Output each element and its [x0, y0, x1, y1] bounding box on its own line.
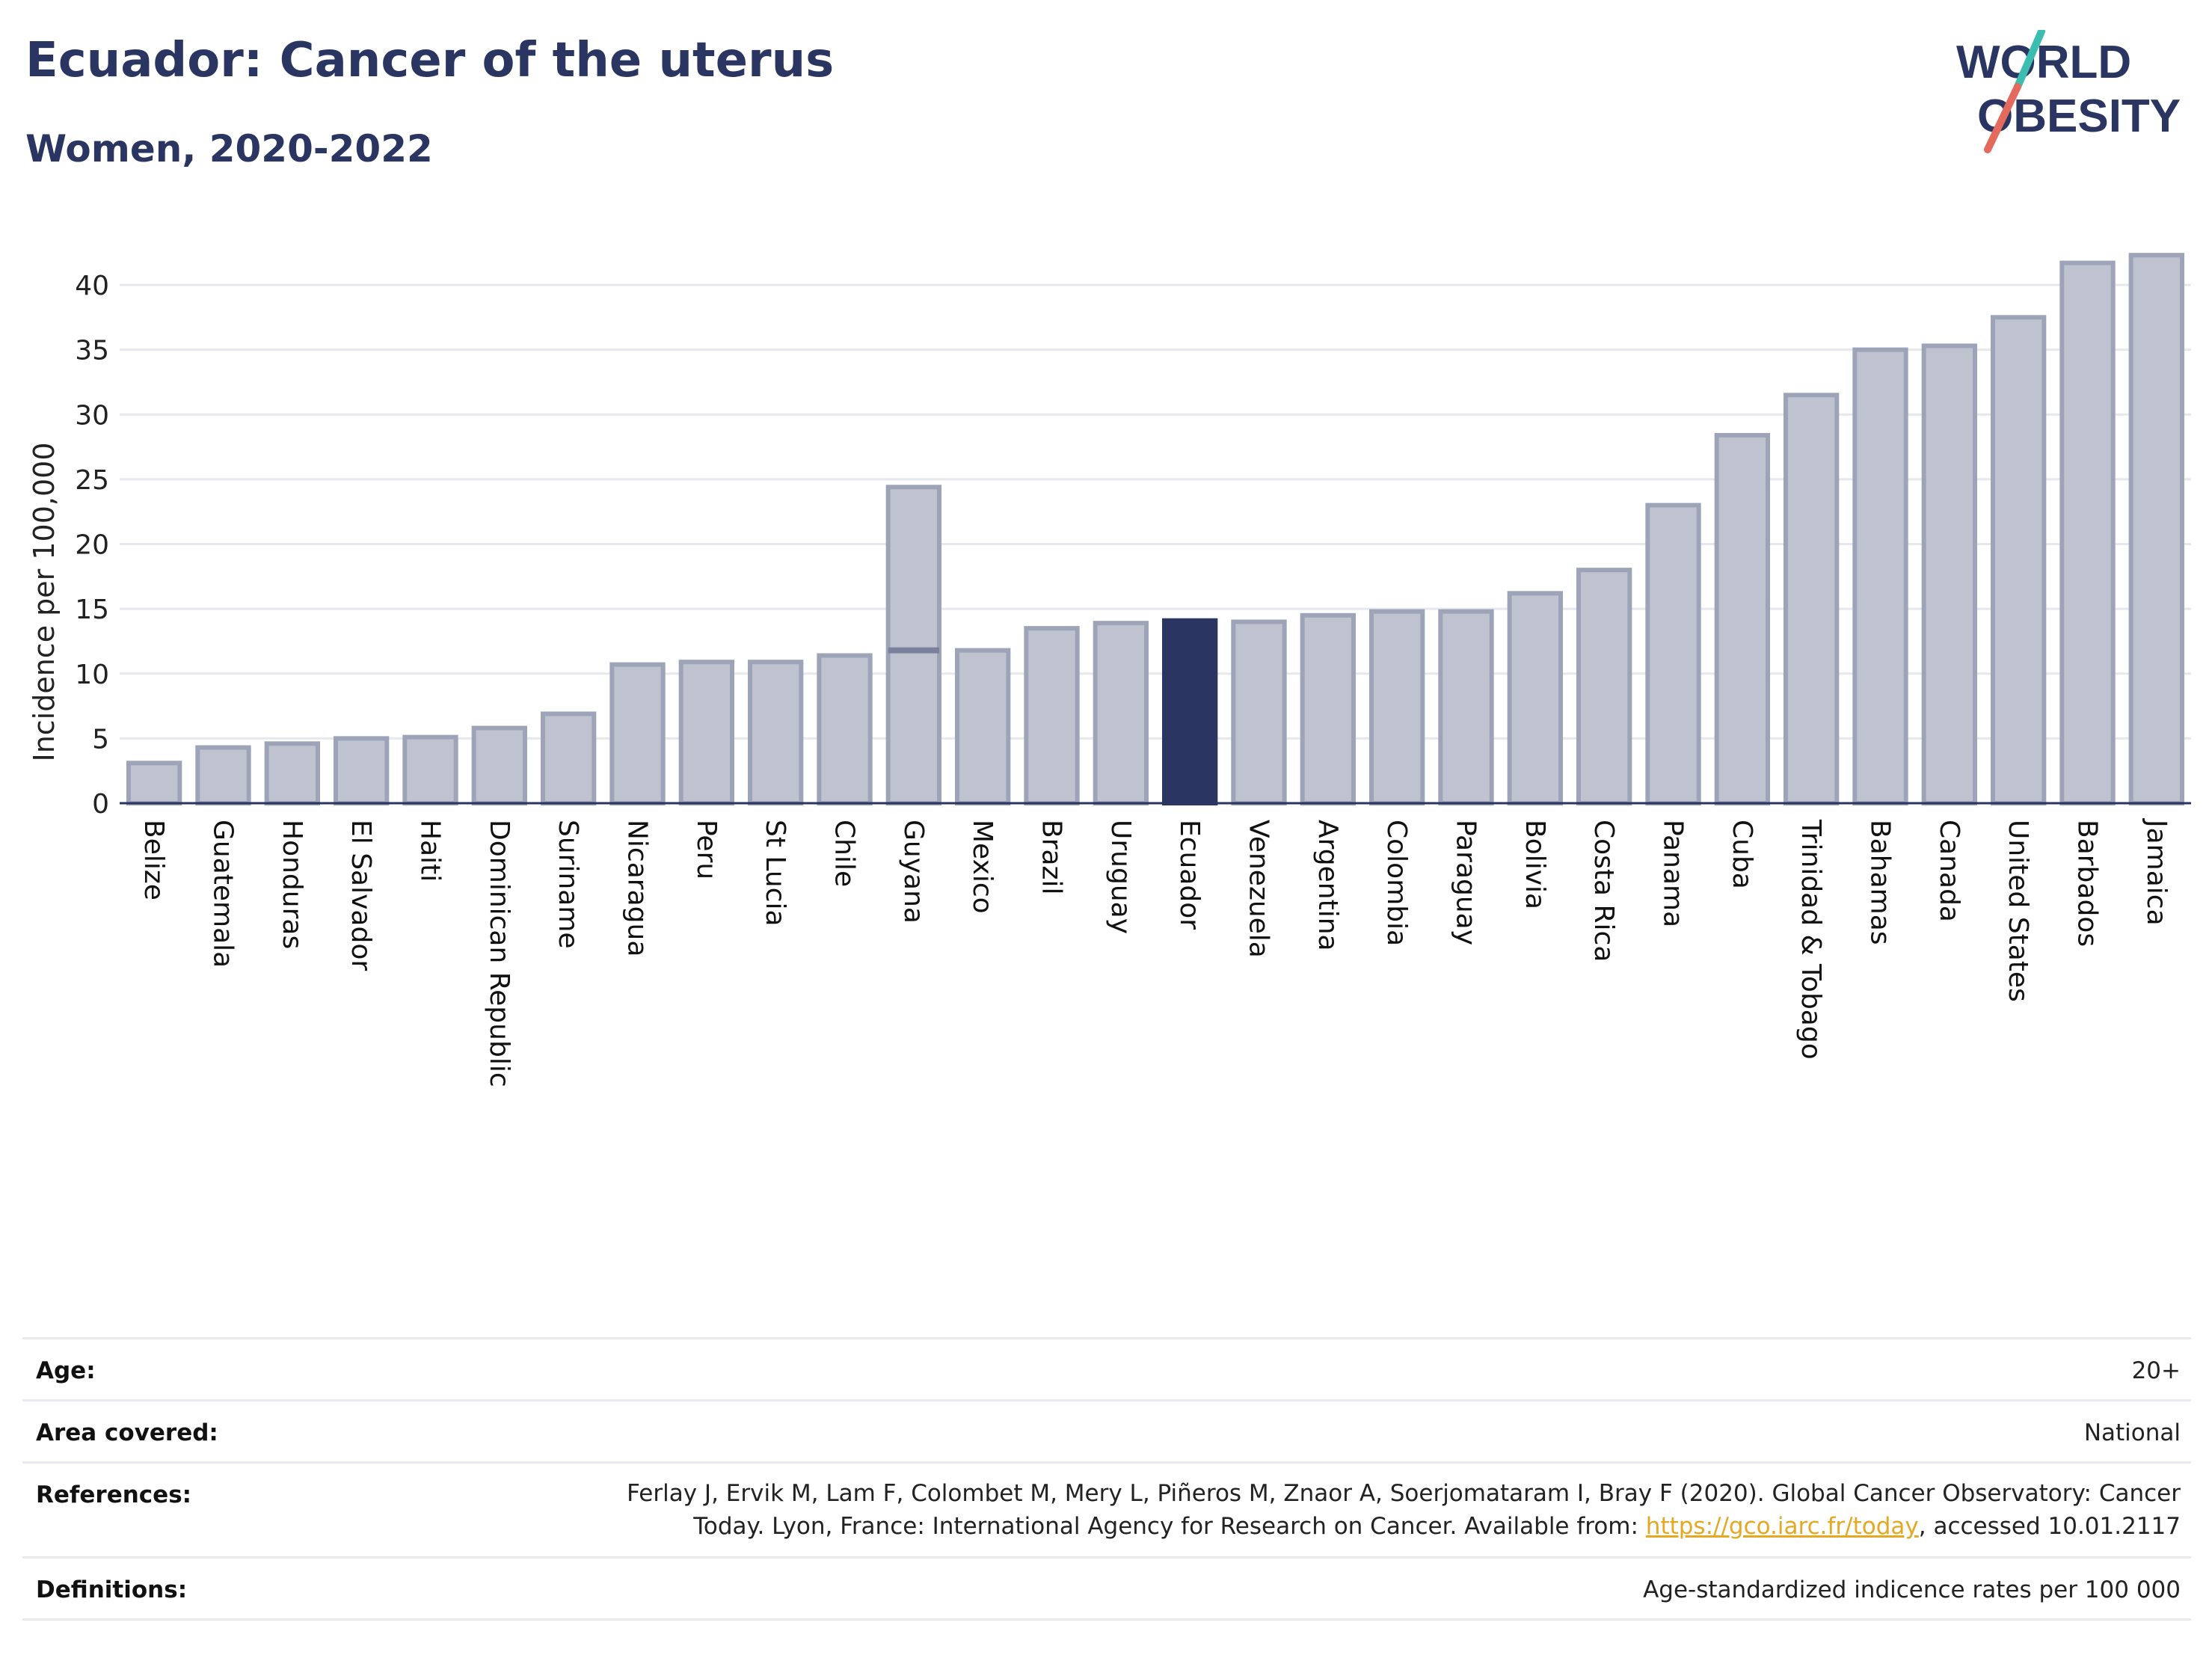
x-tick-label: Panama — [1658, 820, 1689, 927]
meta-value: 20+ — [2131, 1357, 2181, 1384]
y-tick-label: 5 — [92, 724, 109, 755]
meta-label: References: — [36, 1481, 192, 1508]
meta-value: National — [2083, 1419, 2181, 1446]
logo-slash-teal — [2014, 30, 2045, 90]
x-tick-label: Brazil — [1036, 820, 1067, 894]
bar-chart: 0 5 10 15 20 25 30 35 40 Belize Guatemala Honduras… — [28, 253, 2191, 1087]
bar-bolivia — [1507, 591, 1563, 806]
reference-line-1: Ferlay J, Ervik M, Lam F, Colombet M, Me… — [627, 1480, 2181, 1507]
bar-barbados — [2059, 260, 2116, 806]
bar-chile — [817, 653, 873, 805]
x-tick-label: Venezuela — [1244, 820, 1274, 958]
bar-panama — [1645, 503, 1701, 805]
x-tick-label: Paraguay — [1451, 820, 1481, 945]
bar-united-states — [1991, 315, 2047, 805]
x-tick-label: Peru — [691, 820, 722, 879]
bar-costa-rica — [1576, 568, 1632, 806]
y-axis-ticks: 0 5 10 15 20 25 30 35 40 — [75, 271, 109, 820]
x-tick-label: Jamaica — [2141, 818, 2172, 926]
x-tick-label: Haiti — [415, 820, 446, 882]
x-tick-label: Chile — [829, 820, 860, 887]
bar-jamaica — [2128, 253, 2184, 805]
reference-accessed: , accessed 10.01.2117 — [1918, 1513, 2181, 1540]
x-tick-label: Uruguay — [1105, 820, 1136, 934]
y-axis-label: Incidence per 100,000 — [28, 442, 61, 761]
x-tick-label: Guatemala — [208, 820, 239, 968]
reference-link[interactable]: https://gco.iarc.fr/today — [1645, 1513, 1919, 1540]
bar-guatemala — [195, 745, 251, 805]
bar-belize — [126, 761, 182, 805]
bar-bahamas — [1852, 347, 1908, 805]
x-axis-ticks: Belize Guatemala Honduras El Salvador Haiti D… — [138, 818, 2172, 1087]
bar-argentina — [1300, 612, 1356, 805]
x-tick-label: Costa Rica — [1588, 820, 1619, 962]
y-tick-label: 35 — [75, 336, 109, 366]
bar-ecuador — [1162, 618, 1218, 806]
logo-word-world: WORLD — [1956, 37, 2131, 88]
bar-paraguay — [1438, 609, 1494, 806]
x-tick-label: Canada — [1934, 820, 1964, 922]
bar-guyana — [885, 485, 941, 805]
logo-slash-red — [1984, 83, 2021, 153]
bar-peru — [678, 660, 734, 805]
x-tick-label: Belize — [138, 820, 169, 900]
world-obesity-logo: WORLD OBESITY — [1956, 30, 2181, 153]
x-tick-label: Cuba — [1727, 820, 1757, 889]
bars — [120, 253, 2191, 806]
x-tick-label: Suriname — [553, 820, 583, 949]
bar-st-lucia — [748, 660, 804, 805]
meta-row-definitions: Definitions: Age-standardized indicence … — [22, 1556, 2191, 1621]
x-tick-label: Ecuador — [1174, 820, 1205, 930]
x-tick-label: Colombia — [1381, 820, 1412, 946]
bar-dominican-republic — [471, 725, 527, 806]
meta-value: Age-standardized indicence rates per 100… — [1643, 1576, 2181, 1603]
bar-colombia — [1369, 609, 1425, 806]
x-tick-label: Argentina — [1312, 820, 1343, 951]
chart-subtitle: Women, 2020-2022 — [25, 127, 433, 171]
reference-text: Today. Lyon, France: International Agenc… — [693, 1513, 1646, 1540]
meta-row-references: References: Ferlay J, Ervik M, Lam F, Co… — [22, 1461, 2191, 1556]
bar-suriname — [541, 711, 597, 806]
meta-row-age: Age: 20+ — [22, 1337, 2191, 1399]
metadata-table: Age: 20+ Area covered: National Referenc… — [22, 1337, 2191, 1621]
bar-cuba — [1714, 432, 1770, 805]
bar-uruguay — [1093, 621, 1149, 805]
bar-honduras — [264, 741, 320, 805]
meta-label: Area covered: — [36, 1419, 218, 1446]
meta-value: Ferlay J, Ervik M, Lam F, Colombet M, Me… — [627, 1477, 2181, 1543]
bar-el-salvador — [334, 736, 390, 805]
reference-line-2: Today. Lyon, France: International Agenc… — [627, 1510, 2181, 1543]
y-tick-label: 40 — [75, 271, 109, 301]
bar-nicaragua — [609, 662, 666, 805]
x-tick-label: Nicaragua — [622, 820, 653, 957]
y-tick-label: 10 — [75, 660, 109, 690]
bar-canada — [1921, 343, 1977, 806]
x-tick-label: Honduras — [277, 820, 307, 949]
chart-title: Ecuador: Cancer of the uterus — [25, 33, 835, 88]
x-tick-label: El Salvador — [345, 820, 376, 971]
x-tick-label: Bahamas — [1865, 820, 1896, 945]
meta-row-area: Area covered: National — [22, 1399, 2191, 1461]
x-tick-label: United States — [2003, 820, 2033, 1002]
y-tick-label: 25 — [75, 465, 109, 496]
y-tick-label: 30 — [75, 400, 109, 431]
x-tick-label: Dominican Republic — [484, 820, 514, 1087]
bar-trinidad-tobago — [1784, 393, 1840, 805]
meta-label: Definitions: — [36, 1576, 188, 1603]
logo-word-obesity: OBESITY — [1977, 90, 2181, 142]
x-tick-label: Barbados — [2072, 820, 2103, 947]
bar-brazil — [1024, 626, 1080, 805]
bar-mexico — [955, 648, 1011, 805]
x-tick-label: Guyana — [898, 820, 929, 924]
x-tick-label: Trinidad & Tobago — [1795, 819, 1826, 1060]
bar-venezuela — [1231, 619, 1287, 806]
y-tick-label: 20 — [75, 530, 109, 561]
y-tick-label: 15 — [75, 595, 109, 625]
y-tick-label: 0 — [92, 789, 109, 820]
x-tick-label: Bolivia — [1520, 820, 1550, 909]
bar-haiti — [402, 734, 458, 806]
meta-label: Age: — [36, 1357, 96, 1384]
x-tick-label: Mexico — [967, 820, 998, 914]
x-tick-label: St Lucia — [760, 820, 790, 927]
